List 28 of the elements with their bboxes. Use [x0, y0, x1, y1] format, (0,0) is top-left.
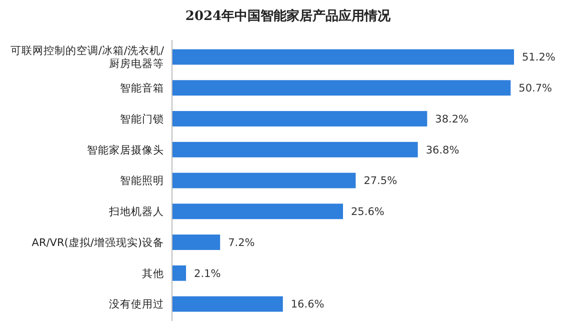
bar: [172, 172, 356, 188]
y-tick-label: 智能门锁: [120, 112, 164, 126]
y-tick-label: 智能照明: [120, 174, 164, 188]
bar: [172, 204, 343, 220]
bar: [172, 111, 428, 126]
bar: [172, 234, 220, 250]
y-tick-label: 扫地机器人: [108, 205, 164, 218]
bar: [172, 265, 186, 281]
y-tick-label: 可联网控制的空调/冰箱/洗衣机/厨房电器等: [10, 44, 164, 70]
bar: [172, 142, 418, 158]
data-label: 27.5%: [364, 175, 398, 188]
data-label: 16.6%: [290, 298, 324, 311]
y-tick-label: AR/VR(虚拟/增强现实)设备: [32, 236, 164, 249]
y-tick-label: 没有使用过: [109, 298, 164, 311]
data-label: 51.2%: [522, 52, 556, 64]
data-label: 25.6%: [351, 206, 384, 218]
bar: [172, 296, 283, 312]
data-label: 36.8%: [426, 144, 460, 156]
bar: [172, 49, 514, 65]
y-tick-label: 其他: [142, 266, 164, 280]
chart-title: 2024年中国智能家居产品应用情况: [185, 8, 392, 24]
bar: [172, 80, 511, 96]
y-tick-label: 智能音箱: [120, 82, 164, 95]
data-label: 38.2%: [435, 113, 469, 126]
y-tick-label: 智能家居摄像头: [87, 143, 164, 156]
data-label: 50.7%: [518, 82, 552, 95]
data-label: 2.1%: [194, 268, 221, 280]
data-label: 7.2%: [228, 236, 255, 249]
